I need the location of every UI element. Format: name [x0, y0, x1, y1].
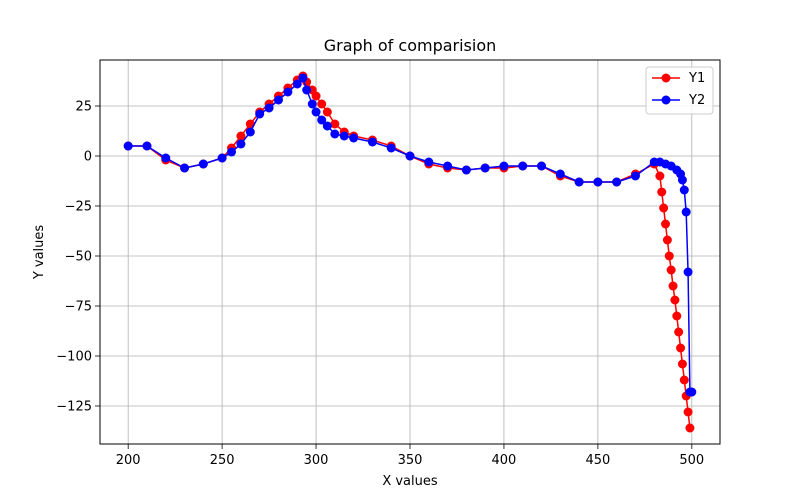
series-y2: [123, 73, 697, 397]
data-point-y1: [311, 91, 321, 101]
data-point-y2: [245, 127, 255, 137]
data-point-y2: [255, 109, 265, 119]
data-point-y1: [672, 311, 682, 321]
y-tick-label: −25: [65, 200, 92, 215]
data-point-y2: [123, 141, 133, 151]
data-point-y2: [180, 163, 190, 173]
y-axis-label: Y values: [32, 225, 47, 281]
data-point-y1: [657, 187, 667, 197]
data-point-y1: [322, 107, 332, 117]
data-point-y2: [461, 165, 471, 175]
data-point-y2: [386, 143, 396, 153]
data-point-y2: [217, 153, 227, 163]
data-point-y2: [264, 103, 274, 113]
data-point-y2: [537, 161, 547, 171]
data-point-y2: [307, 99, 317, 109]
data-point-y2: [405, 151, 415, 161]
data-point-y2: [518, 161, 528, 171]
y-tick-label: 0: [84, 150, 92, 165]
data-point-y1: [661, 219, 671, 229]
data-point-y2: [322, 121, 332, 131]
y-tick-label: 25: [75, 100, 92, 115]
x-tick-label: 450: [585, 453, 610, 468]
data-point-y2: [683, 267, 693, 277]
data-point-y2: [612, 177, 622, 187]
data-point-y2: [555, 169, 565, 179]
data-point-y2: [574, 177, 584, 187]
tick-layer: 200 250 300 350 400 450 500250−25−50−75−100−12…: [56, 100, 704, 469]
y-tick-label: −125: [56, 400, 92, 415]
data-point-y1: [683, 407, 693, 417]
data-point-y2: [311, 107, 321, 117]
data-point-y2: [236, 139, 246, 149]
y-tick-label: −50: [65, 250, 92, 265]
data-point-y1: [676, 343, 686, 353]
data-point-y2: [349, 133, 359, 143]
legend: Y1 Y2: [645, 66, 714, 115]
data-point-y1: [662, 235, 672, 245]
data-point-y2: [499, 161, 509, 171]
data-point-y2: [227, 147, 237, 157]
data-point-y2: [687, 387, 697, 397]
data-point-y1: [664, 251, 674, 261]
series-line-y1: [128, 75, 691, 429]
data-point-y2: [630, 171, 640, 181]
data-point-y1: [655, 171, 665, 181]
series-layer: [123, 71, 697, 433]
data-point-y2: [302, 85, 312, 95]
x-axis-label: X values: [382, 474, 438, 489]
data-point-y1: [674, 327, 684, 337]
data-point-y2: [424, 157, 434, 167]
data-point-y2: [292, 79, 302, 89]
legend-label-y1: Y1: [688, 71, 705, 86]
series-y1: [123, 71, 695, 433]
data-point-y2: [298, 73, 308, 83]
data-point-y1: [659, 203, 669, 213]
data-point-y1: [236, 131, 246, 141]
grid-lines: [100, 60, 720, 444]
data-point-y2: [681, 207, 691, 217]
data-point-y1: [685, 423, 695, 433]
data-point-y1: [670, 295, 680, 305]
data-point-y2: [198, 159, 208, 169]
x-tick-label: 350: [398, 453, 423, 468]
chart-title: Graph of comparision: [324, 36, 497, 55]
data-point-y2: [273, 95, 283, 105]
x-tick-label: 250: [210, 453, 235, 468]
data-point-y2: [339, 131, 349, 141]
data-point-y2: [677, 175, 687, 185]
data-point-y1: [330, 119, 340, 129]
legend-marker-y2: [661, 95, 671, 105]
data-point-y1: [679, 375, 689, 385]
data-point-y2: [367, 137, 377, 147]
data-point-y1: [317, 99, 327, 109]
legend-marker-y1: [661, 73, 671, 83]
legend-label-y2: Y2: [688, 93, 705, 108]
data-point-y2: [480, 163, 490, 173]
y-tick-label: −75: [65, 300, 92, 315]
data-point-y2: [142, 141, 152, 151]
data-point-y1: [677, 359, 687, 369]
data-point-y1: [668, 281, 678, 291]
data-point-y2: [161, 153, 171, 163]
data-point-y2: [679, 185, 689, 195]
data-point-y2: [593, 177, 603, 187]
x-tick-label: 300: [304, 453, 329, 468]
data-point-y2: [330, 129, 340, 139]
data-point-y1: [666, 265, 676, 275]
x-tick-label: 400: [492, 453, 517, 468]
x-tick-label: 200: [116, 453, 141, 468]
data-point-y2: [283, 87, 293, 97]
y-tick-label: −100: [56, 350, 92, 365]
data-point-y2: [443, 161, 453, 171]
data-point-y2: [317, 115, 327, 125]
x-tick-label: 500: [679, 453, 704, 468]
